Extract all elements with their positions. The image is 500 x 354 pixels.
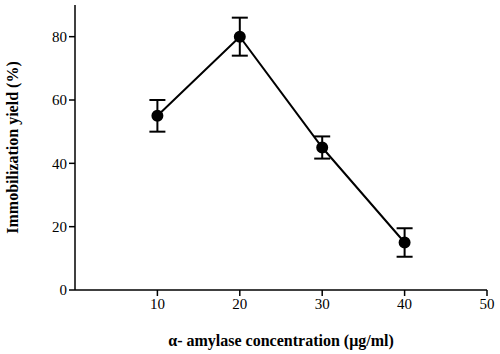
svg-text:30: 30 — [315, 296, 330, 312]
svg-text:80: 80 — [52, 29, 67, 45]
svg-text:10: 10 — [150, 296, 165, 312]
svg-text:60: 60 — [52, 92, 67, 108]
svg-text:20: 20 — [232, 296, 247, 312]
svg-text:Immobilization yield (%): Immobilization yield (%) — [4, 61, 22, 233]
svg-text:50: 50 — [480, 296, 495, 312]
svg-text:α- amylase concentration (μg/m: α- amylase concentration (μg/ml) — [168, 332, 394, 350]
svg-text:0: 0 — [60, 282, 68, 298]
svg-text:20: 20 — [52, 219, 67, 235]
svg-text:40: 40 — [52, 156, 67, 172]
svg-text:40: 40 — [397, 296, 412, 312]
